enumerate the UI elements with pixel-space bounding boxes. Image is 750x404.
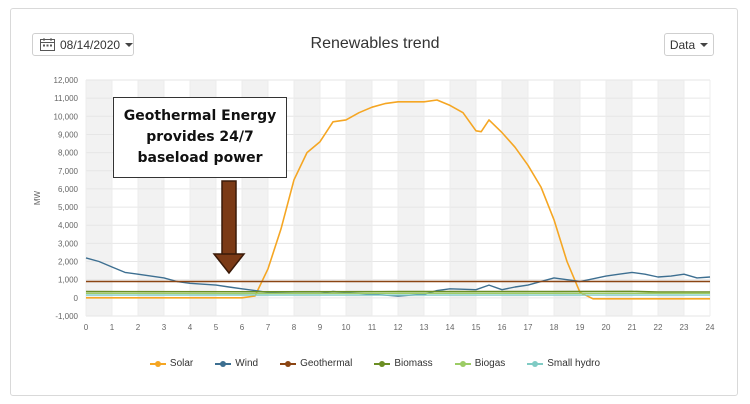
hour-band: [658, 80, 684, 316]
y-tick-label: 12,000: [54, 76, 79, 85]
legend-label: Biogas: [474, 358, 506, 369]
hour-band: [346, 80, 372, 316]
legend-label: Geothermal: [300, 358, 353, 369]
x-tick-label: 6: [240, 323, 245, 332]
x-tick-label: 7: [266, 323, 271, 332]
hour-band: [450, 80, 476, 316]
x-tick-label: 12: [394, 323, 403, 332]
y-tick-label: 11,000: [54, 94, 78, 103]
x-tick-label: 21: [628, 323, 637, 332]
legend-item[interactable]: Wind: [215, 358, 258, 369]
x-tick-label: 9: [318, 323, 323, 332]
x-tick-label: 18: [550, 323, 559, 332]
y-axis-label: MW: [33, 190, 42, 205]
chevron-down-icon: [125, 42, 134, 47]
legend-swatch: [149, 360, 166, 368]
legend-label: Small hydro: [547, 358, 601, 369]
x-tick-label: 8: [292, 323, 297, 332]
x-tick-label: 0: [84, 323, 89, 332]
x-tick-label: 22: [654, 323, 663, 332]
x-tick-label: 2: [136, 323, 141, 332]
legend-swatch: [527, 360, 544, 368]
legend-label: Wind: [235, 358, 259, 369]
hour-band: [398, 80, 424, 316]
series-line-biomass: [85, 290, 711, 293]
x-tick-label: 3: [162, 323, 167, 332]
legend-item[interactable]: Biogas: [454, 358, 506, 369]
series-line-solar: [86, 99, 710, 300]
annotation-arrow-head: [212, 253, 246, 275]
y-tick-label: 5,000: [58, 203, 79, 212]
x-tick-label: 23: [680, 323, 689, 332]
legend-item[interactable]: Small hydro: [527, 358, 600, 369]
legend-item[interactable]: Geothermal: [280, 358, 352, 369]
y-tick-label: 2,000: [58, 258, 79, 267]
chart-title: Renewables trend: [310, 35, 440, 52]
legend-item[interactable]: Solar: [149, 358, 194, 369]
x-tick-label: 17: [524, 323, 533, 332]
legend-item[interactable]: Biomass: [374, 358, 433, 369]
annotation-text: Geothermal Energy provides 24/7 baseload…: [123, 108, 277, 166]
legend-swatch: [374, 360, 391, 368]
y-tick-label: -1,000: [55, 312, 78, 321]
date-label: 08/14/2020: [60, 37, 121, 52]
y-tick-label: 4,000: [58, 221, 79, 230]
x-tick-label: 11: [368, 323, 377, 332]
x-tick-label: 16: [498, 323, 507, 332]
legend-label: Solar: [169, 358, 194, 369]
x-tick-label: 10: [342, 323, 351, 332]
x-tick-label: 4: [188, 323, 193, 332]
y-tick-label: 3,000: [58, 239, 79, 248]
annotation-box: Geothermal Energy provides 24/7 baseload…: [113, 97, 287, 178]
y-tick-label: 0: [74, 294, 79, 303]
calendar-icon: [40, 38, 55, 51]
x-tick-label: 19: [576, 323, 585, 332]
chevron-down-icon: [700, 42, 709, 47]
x-tick-label: 14: [446, 323, 455, 332]
data-label: Data: [669, 37, 696, 52]
legend-swatch: [454, 360, 471, 368]
x-tick-label: 5: [214, 323, 219, 332]
data-dropdown-button[interactable]: Data: [664, 33, 714, 56]
date-picker-button[interactable]: 08/14/2020: [32, 33, 134, 56]
chart-legend: Solar Wind Geothermal Biomass Biogas Small hy…: [0, 358, 750, 369]
annotation-arrow-shaft: [221, 180, 237, 256]
x-tick-label: 1: [110, 323, 115, 332]
hour-band: [86, 80, 112, 316]
hour-band: [554, 80, 580, 316]
hour-band: [502, 80, 528, 316]
legend-swatch: [215, 360, 232, 368]
y-tick-label: 8,000: [58, 149, 79, 158]
x-tick-label: 13: [420, 323, 429, 332]
legend-label: Biomass: [394, 358, 433, 369]
y-tick-label: 9,000: [58, 130, 79, 139]
legend-swatch: [280, 360, 297, 368]
x-tick-label: 15: [472, 323, 481, 332]
hour-band: [606, 80, 632, 316]
x-tick-label: 20: [602, 323, 611, 332]
hour-band: [294, 80, 320, 316]
y-tick-label: 6,000: [58, 185, 79, 194]
y-tick-label: 10,000: [54, 112, 79, 121]
x-tick-label: 24: [706, 323, 715, 332]
y-tick-label: 7,000: [58, 167, 79, 176]
y-tick-label: 1,000: [58, 276, 79, 285]
